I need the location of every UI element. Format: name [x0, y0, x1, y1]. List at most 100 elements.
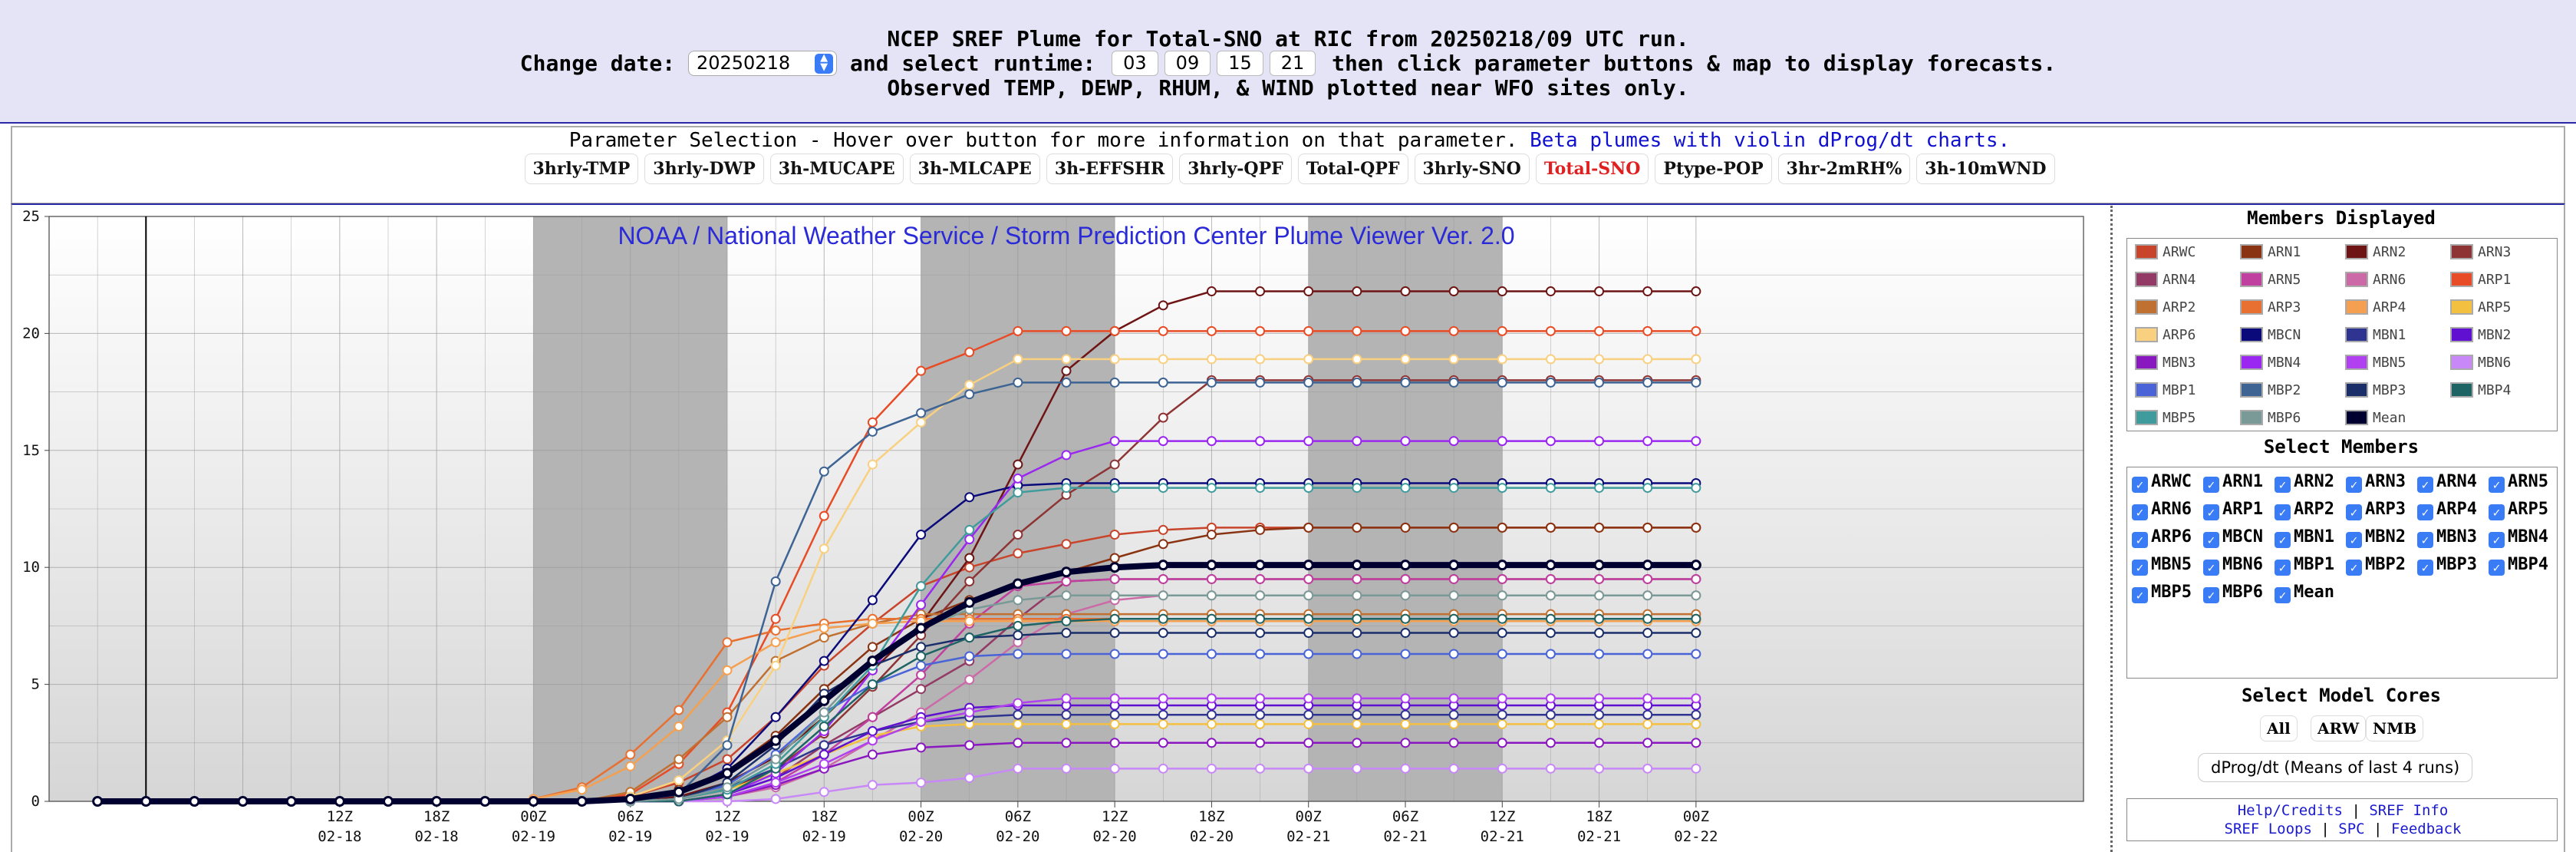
data-point-arp1 — [1594, 325, 1605, 336]
date-select[interactable]: 20250218 ▲ ▼ — [687, 51, 838, 76]
param-button-3hrly-sno[interactable]: 3hrly-SNO — [1414, 154, 1530, 184]
member-checkbox-mbn2[interactable]: ✓ MBN2 — [2346, 527, 2406, 548]
x-tick-label-hour: 18Z — [811, 808, 837, 825]
checkmark-icon[interactable]: ✓ — [2132, 532, 2148, 548]
checkmark-icon[interactable]: ✓ — [2346, 560, 2362, 576]
data-point-mean — [867, 656, 878, 667]
data-point-mbp4 — [1013, 620, 1023, 631]
param-button-ptype-pop[interactable]: Ptype-POP — [1655, 154, 1772, 184]
runtime-button-09[interactable]: 09 — [1164, 51, 1211, 76]
member-checkbox-arp1[interactable]: ✓ ARP1 — [2203, 500, 2263, 520]
checkmark-icon[interactable]: ✓ — [2417, 504, 2433, 520]
param-button-3h-mucape[interactable]: 3h-MUCAPE — [769, 154, 904, 184]
member-checkbox-arp5[interactable]: ✓ ARP5 — [2489, 500, 2548, 520]
member-checkbox-arp3[interactable]: ✓ ARP3 — [2346, 500, 2406, 520]
member-checkbox-arn6[interactable]: ✓ ARN6 — [2132, 500, 2192, 520]
header-bar: NCEP SREF Plume for Total-SNO at RIC fro… — [0, 0, 2576, 124]
checkmark-icon[interactable]: ✓ — [2489, 560, 2505, 576]
dprog-dt-button[interactable]: dProg/dt (Means of last 4 runs) — [2198, 753, 2473, 782]
help-credits-link[interactable]: Help/Credits — [2237, 802, 2343, 819]
checkmark-icon[interactable]: ✓ — [2203, 532, 2219, 548]
member-checkbox-arp4[interactable]: ✓ ARP4 — [2417, 500, 2477, 520]
core-arw-button[interactable]: ARW — [2311, 715, 2367, 741]
member-checkbox-mbn5[interactable]: ✓ MBN5 — [2132, 555, 2192, 576]
member-checkbox-mbn3[interactable]: ✓ MBN3 — [2417, 527, 2477, 548]
param-button-3hrly-dwp[interactable]: 3hrly-DWP — [644, 154, 764, 184]
runtime-button-21[interactable]: 21 — [1269, 51, 1316, 76]
checkmark-icon[interactable]: ✓ — [2132, 587, 2148, 603]
data-point-mbp4 — [1255, 613, 1266, 624]
param-button-total-qpf[interactable]: Total-QPF — [1297, 154, 1408, 184]
checkmark-icon[interactable]: ✓ — [2275, 560, 2291, 576]
checkmark-icon[interactable]: ✓ — [2275, 504, 2291, 520]
data-point-mbn5 — [770, 778, 781, 788]
member-checkbox-mean[interactable]: ✓ Mean — [2275, 583, 2334, 603]
checkmark-icon[interactable]: ✓ — [2489, 477, 2505, 493]
checkmark-icon[interactable]: ✓ — [2417, 560, 2433, 576]
member-checkbox-arp2[interactable]: ✓ ARP2 — [2275, 500, 2334, 520]
checkmark-icon[interactable]: ✓ — [2203, 477, 2219, 493]
core-all-button[interactable]: All — [2260, 715, 2298, 741]
param-button-3hr-2mrh-[interactable]: 3hr-2mRH% — [1777, 154, 1911, 184]
checkmark-icon[interactable]: ✓ — [2203, 560, 2219, 576]
checkmark-icon[interactable]: ✓ — [2346, 532, 2362, 548]
feedback-link[interactable]: Feedback — [2390, 821, 2462, 837]
member-checkbox-arp6[interactable]: ✓ ARP6 — [2132, 527, 2192, 548]
checkmark-icon[interactable]: ✓ — [2132, 477, 2148, 493]
member-checkbox-mbp5[interactable]: ✓ MBP5 — [2132, 583, 2192, 603]
member-checkbox-arn4[interactable]: ✓ ARN4 — [2417, 472, 2477, 493]
checkmark-icon[interactable]: ✓ — [2346, 477, 2362, 493]
member-checkbox-arn5[interactable]: ✓ ARN5 — [2489, 472, 2548, 493]
member-checkbox-mbn1[interactable]: ✓ MBN1 — [2275, 527, 2334, 548]
param-button-3hrly-qpf[interactable]: 3hrly-QPF — [1179, 154, 1292, 184]
member-checkbox-arn1[interactable]: ✓ ARN1 — [2203, 472, 2263, 493]
spc-link[interactable]: SPC — [2338, 821, 2365, 837]
checkmark-icon[interactable]: ✓ — [2275, 587, 2291, 603]
param-button-total-sno[interactable]: Total-SNO — [1535, 154, 1649, 184]
checkmark-icon[interactable]: ✓ — [2203, 587, 2219, 603]
member-checkbox-mbn6[interactable]: ✓ MBN6 — [2203, 555, 2263, 576]
legend-item-mbp3: MBP3 — [2345, 382, 2406, 398]
member-checkbox-mbp4[interactable]: ✓ MBP4 — [2489, 555, 2548, 576]
param-button-3h-effshr[interactable]: 3h-EFFSHR — [1046, 154, 1174, 184]
member-label: ARN5 — [2508, 472, 2548, 491]
parameter-panel: Parameter Selection - Hover over button … — [11, 126, 2565, 204]
member-checkbox-mbp6[interactable]: ✓ MBP6 — [2203, 583, 2263, 603]
sref-info-link[interactable]: SREF Info — [2369, 802, 2449, 819]
core-nmb-button[interactable]: NMB — [2366, 715, 2424, 741]
checkmark-icon[interactable]: ✓ — [2346, 504, 2362, 520]
checkmark-icon[interactable]: ✓ — [2275, 477, 2291, 493]
checkmark-icon[interactable]: ✓ — [2132, 560, 2148, 576]
member-checkbox-mbn4[interactable]: ✓ MBN4 — [2489, 527, 2548, 548]
checkmark-icon[interactable]: ✓ — [2275, 532, 2291, 548]
member-checkbox-arn3[interactable]: ✓ ARN3 — [2346, 472, 2406, 493]
legend-item-arp5: ARP5 — [2450, 299, 2511, 315]
checkmark-icon[interactable]: ✓ — [2489, 532, 2505, 548]
checkmark-icon[interactable]: ✓ — [2417, 477, 2433, 493]
runtime-button-03[interactable]: 03 — [1112, 51, 1158, 76]
beta-plumes-link[interactable]: Beta plumes with violin dProg/dt charts. — [1530, 129, 2011, 152]
y-tick-label: 25 — [22, 208, 40, 225]
legend-item-arn4: ARN4 — [2135, 272, 2196, 288]
member-checkbox-arn2[interactable]: ✓ ARN2 — [2275, 472, 2334, 493]
member-checkbox-mbcn[interactable]: ✓ MBCN — [2203, 527, 2263, 548]
member-label: ARN2 — [2294, 472, 2334, 491]
data-point-mean — [576, 796, 588, 807]
param-button-3h-mlcape[interactable]: 3h-MLCAPE — [909, 154, 1040, 184]
member-checkbox-mbp1[interactable]: ✓ MBP1 — [2275, 555, 2334, 576]
data-point-mbn6 — [1303, 763, 1314, 774]
runtime-button-15[interactable]: 15 — [1217, 51, 1263, 76]
checkmark-icon[interactable]: ✓ — [2417, 532, 2433, 548]
checkmark-icon[interactable]: ✓ — [2203, 504, 2219, 520]
param-button-3hrly-tmp[interactable]: 3hrly-TMP — [524, 154, 639, 184]
member-checkbox-mbp2[interactable]: ✓ MBP2 — [2346, 555, 2406, 576]
param-button-3h-10mwnd[interactable]: 3h-10mWND — [1916, 154, 2055, 184]
data-point-mbn4 — [1448, 436, 1459, 447]
sref-loops-link[interactable]: SREF Loops — [2224, 821, 2312, 837]
member-checkbox-arwc[interactable]: ✓ ARWC — [2132, 472, 2192, 493]
member-checkbox-mbp3[interactable]: ✓ MBP3 — [2417, 555, 2477, 576]
checkmark-icon[interactable]: ✓ — [2489, 504, 2505, 520]
data-point-arn5 — [1594, 573, 1605, 584]
checkmark-icon[interactable]: ✓ — [2132, 504, 2148, 520]
data-point-mbp6 — [1061, 590, 1072, 601]
